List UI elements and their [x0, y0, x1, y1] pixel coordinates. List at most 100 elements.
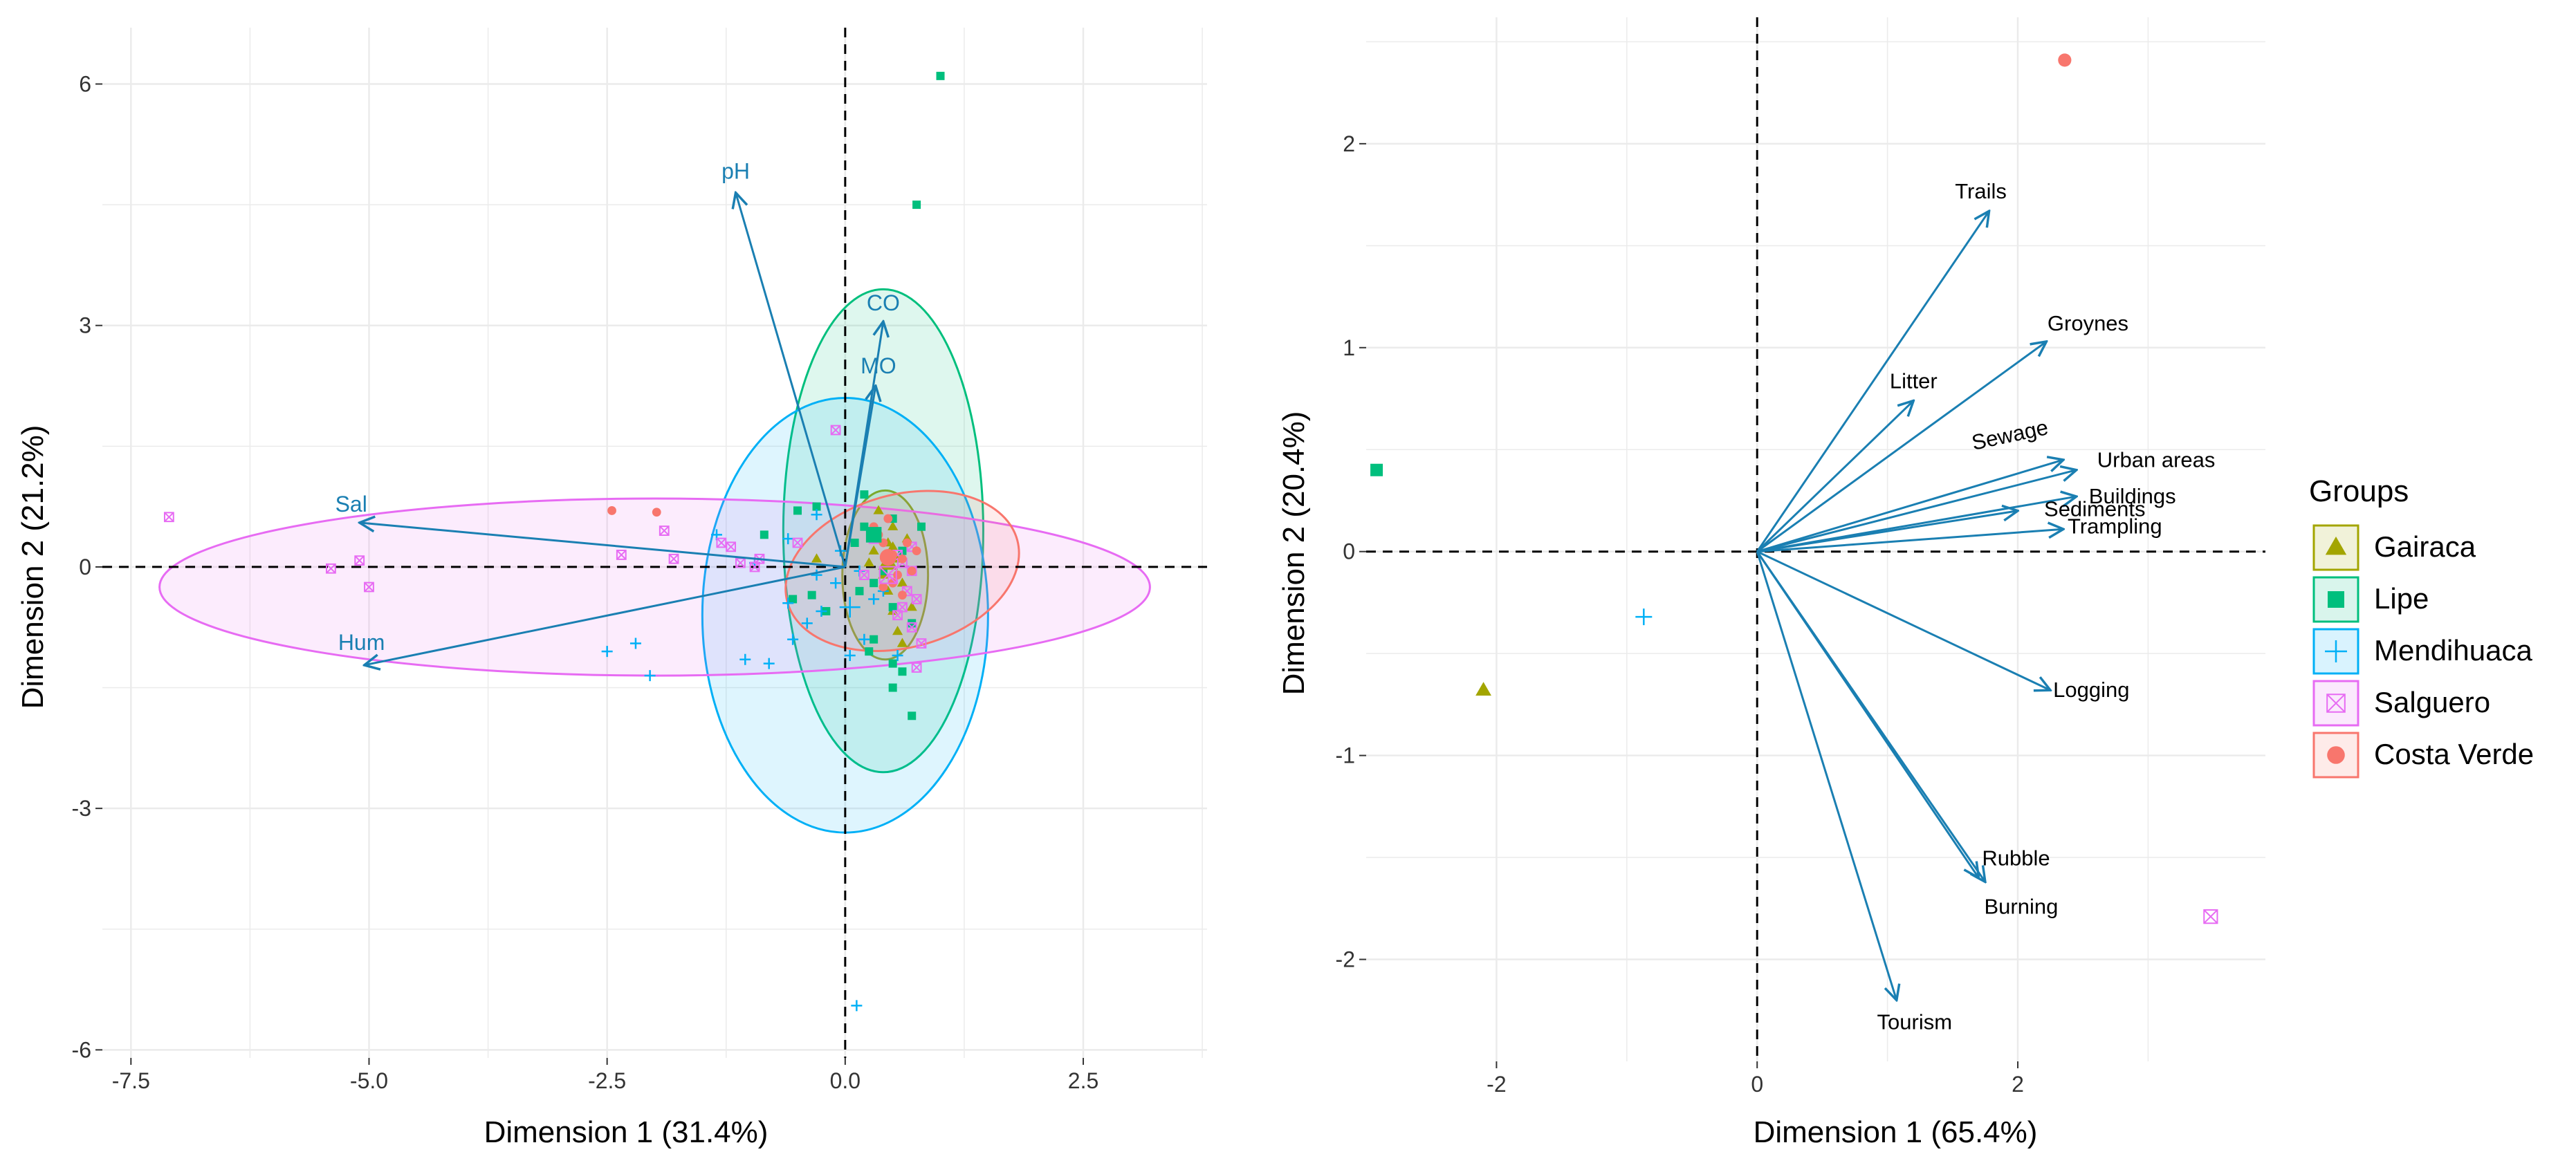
legend-label: Gairaca — [2374, 530, 2476, 563]
left-y-axis-title: Dimension 2 (21.2%) — [16, 425, 50, 709]
arrow-label: Logging — [2053, 678, 2129, 702]
point-lipe — [870, 579, 878, 588]
point-gairaca — [868, 545, 879, 555]
point-salguero — [668, 553, 679, 564]
y-tick-label: 3 — [79, 313, 91, 338]
mean-costa-verde — [879, 548, 896, 566]
arrow-label: Sal — [335, 492, 367, 517]
point-lipe — [898, 667, 907, 676]
point-salguero — [916, 638, 927, 649]
y-tick-label: -6 — [72, 1037, 91, 1062]
point-salguero — [163, 512, 174, 523]
point-gairaca — [896, 638, 908, 647]
point-mendihuaca — [801, 617, 813, 629]
point-mendihuaca — [782, 533, 794, 545]
point-costa-verde — [878, 582, 888, 592]
arrow-label: Urban areas — [2097, 448, 2216, 472]
right-gridlines — [1366, 17, 2265, 1061]
point-mendihuaca — [830, 577, 842, 589]
arrow-label: Burning — [1984, 894, 2058, 918]
arrow-label: MO — [861, 353, 896, 378]
legend: Groups Gairaca Lipe Mendihuaca Salguero Cost… — [2309, 474, 2534, 779]
point-salguero — [858, 570, 870, 580]
arrow-label: Buildings — [2089, 484, 2176, 508]
point-salguero — [792, 537, 803, 548]
arrow-label: Rubble — [1982, 846, 2050, 871]
y-tick-label: 6 — [79, 71, 91, 96]
right-site-points — [1370, 53, 2218, 924]
right-x-axis-ticks: -2 0 2 — [1487, 1061, 2024, 1097]
point-mendihuaca — [811, 509, 822, 521]
point-mendihuaca — [858, 633, 870, 645]
arrow-litter — [1756, 400, 1913, 552]
y-tick-label: 1 — [1343, 335, 1355, 360]
right-x-axis-title: Dimension 1 (65.4%) — [1754, 1115, 2038, 1149]
legend-label: Lipe — [2374, 582, 2429, 615]
point-lipe — [888, 603, 897, 612]
point-lipe — [760, 530, 769, 539]
x-tick-label: -2 — [1487, 1072, 1506, 1097]
point-lipe — [888, 683, 897, 692]
point-salguero — [906, 622, 917, 633]
arrow-sewage — [1756, 460, 2063, 553]
point-lipe — [912, 201, 921, 210]
point-mendihuaca — [811, 569, 822, 581]
y-tick-label: 0 — [1343, 539, 1355, 564]
mean-lipe — [865, 527, 882, 543]
point-mendihuaca — [763, 658, 775, 669]
arrow-burning — [1756, 550, 1985, 882]
arrow-trails — [1756, 211, 1989, 552]
legend-label: Costa Verde — [2374, 738, 2534, 770]
legend-marker-square — [2328, 591, 2344, 608]
point-salguero — [659, 525, 670, 536]
left-reference-lines — [102, 28, 1207, 1058]
point-lipe — [855, 586, 864, 595]
arrow-label: Groynes — [2048, 311, 2128, 335]
arrow-trampling — [1757, 529, 2063, 553]
left-x-axis-title: Dimension 1 (31.4%) — [484, 1115, 769, 1149]
arrow-hum — [365, 566, 846, 665]
legend-label: Mendihuaca — [2374, 634, 2532, 667]
arrow-tourism — [1756, 551, 1897, 1001]
mean-salguero — [878, 566, 897, 584]
point-mendihuaca — [644, 670, 656, 682]
point-lipe — [888, 659, 897, 668]
arrow-label: pH — [721, 159, 750, 184]
y-tick-label: -3 — [72, 796, 91, 821]
point-gairaca — [863, 557, 874, 567]
point-salguero — [726, 541, 737, 552]
right-y-axis-title: Dimension 2 (20.4%) — [1277, 411, 1311, 696]
right-reference-lines — [1366, 17, 2265, 1061]
point-mendihuaca — [892, 649, 903, 661]
legend-key-lipe — [2312, 576, 2359, 623]
mean-mendihuaca — [839, 597, 861, 618]
y-tick-label: -1 — [1336, 743, 1355, 768]
point-mendihuaca — [629, 638, 641, 649]
left-confidence-ellipses — [158, 288, 1151, 834]
arrow-mo — [844, 386, 876, 568]
point-costa-verde — [902, 538, 912, 548]
point-mendihuaca — [601, 646, 613, 658]
legend-title: Groups — [2309, 474, 2409, 508]
point-gairaca — [887, 541, 899, 551]
point-lipe — [917, 522, 926, 531]
y-tick-label: 2 — [1343, 131, 1355, 156]
point-mendihuaca — [851, 1000, 863, 1012]
site-mendihuaca — [1635, 608, 1653, 626]
x-tick-label: -5.0 — [350, 1068, 388, 1093]
arrow-logging — [1756, 550, 2050, 691]
point-lipe — [789, 595, 798, 604]
arrow-label: Sediments — [2044, 497, 2145, 521]
ellipse-lipe — [782, 288, 984, 774]
x-tick-label: 2.5 — [1068, 1068, 1098, 1093]
legend-marker-cross — [2325, 640, 2347, 662]
x-tick-label: -2.5 — [588, 1068, 626, 1093]
point-costa-verde — [898, 554, 907, 564]
point-lipe — [793, 506, 802, 515]
left-x-axis-ticks: -7.5 -5.0 -2.5 0.0 2.5 — [112, 1058, 1098, 1093]
right-biplot-panel: Trails Groynes Litter Sewage Urban areas Buil… — [1277, 17, 2265, 1149]
arrow-label: Tourism — [1877, 1010, 1953, 1034]
point-salguero — [354, 555, 365, 566]
point-costa-verde — [652, 508, 661, 517]
